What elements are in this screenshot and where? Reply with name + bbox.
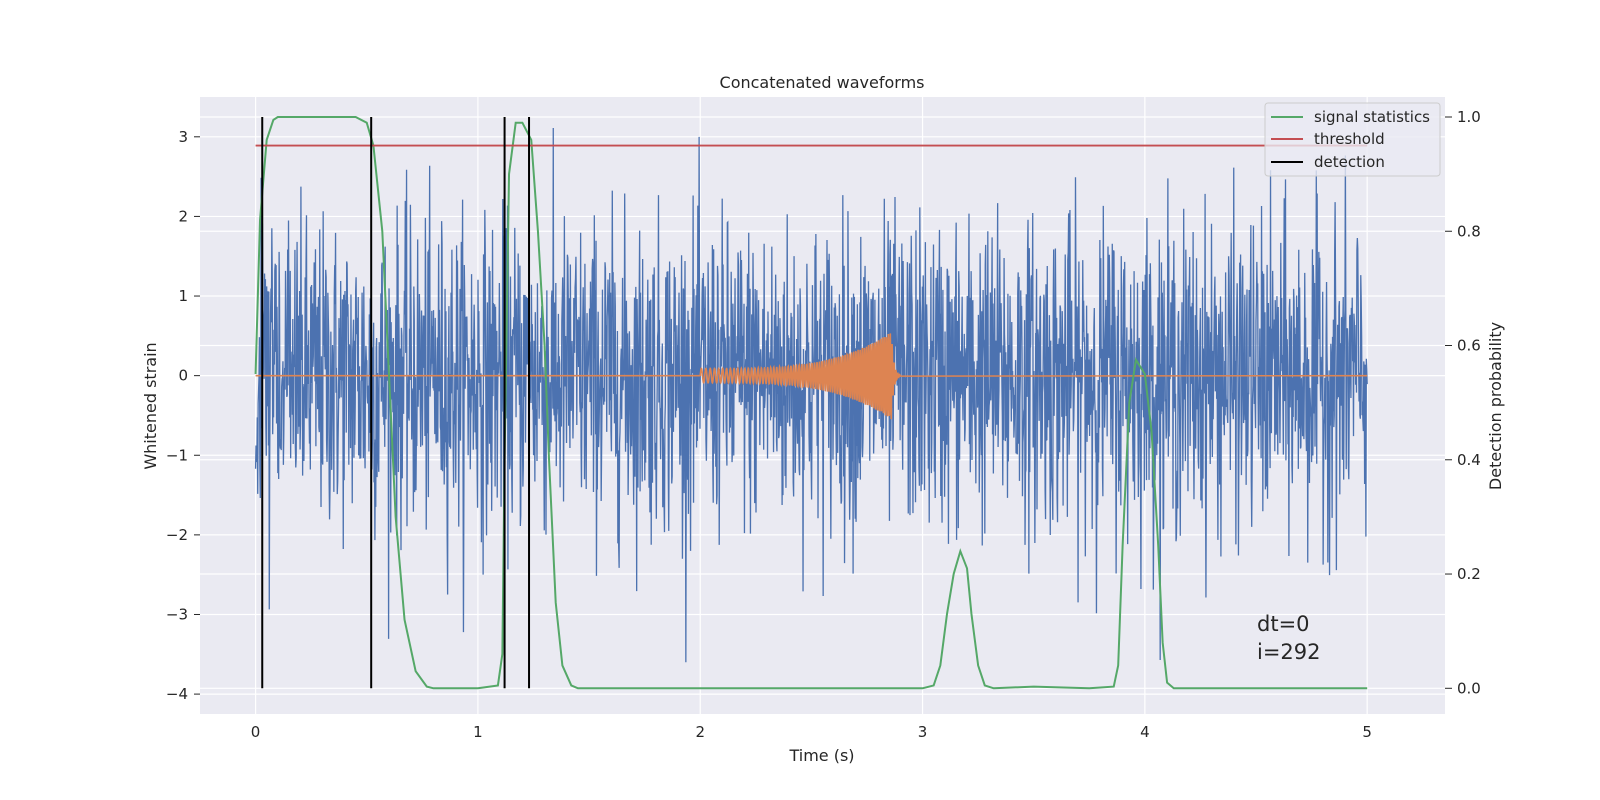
x-tick-label: 2 [695, 723, 705, 741]
x-tick-label: 5 [1362, 723, 1372, 741]
x-axis-label: Time (s) [788, 746, 854, 765]
y-tick-label-left: −2 [166, 526, 188, 544]
series-injected-waveform [255, 333, 1368, 420]
y-tick-label-left: 1 [178, 287, 188, 305]
legend: signal statistics threshold detection [1264, 102, 1441, 177]
y-tick-label-right: 1.0 [1457, 108, 1481, 126]
y-tick-label-right: 0.4 [1457, 451, 1481, 469]
legend-box [1264, 102, 1441, 177]
x-tick-label: 3 [918, 723, 928, 741]
y-axis-label-left: Whitened strain [141, 342, 160, 469]
x-tick-label: 4 [1140, 723, 1150, 741]
y-axis-label-right: Detection probability [1486, 322, 1505, 490]
y-tick-label-right: 0.0 [1457, 679, 1481, 697]
annotation-i: i=292 [1257, 640, 1321, 664]
y-axis-left-ticks: 3 2 1 0 −1 −2 −3 −4 [166, 128, 200, 703]
legend-label-signal-statistics: signal statistics [1314, 108, 1430, 126]
plot-lines [254, 116, 1368, 690]
chart-title: Concatenated waveforms [720, 73, 925, 92]
x-tick-label: 1 [473, 723, 483, 741]
y-axis-right-ticks: 1.0 0.8 0.6 0.4 0.2 0.0 [1445, 108, 1481, 697]
x-tick-label: 0 [251, 723, 261, 741]
y-tick-label-right: 0.6 [1457, 337, 1481, 355]
y-tick-label-left: 0 [178, 367, 188, 385]
y-tick-label-left: −4 [166, 685, 188, 703]
y-tick-label-right: 0.8 [1457, 222, 1481, 240]
y-tick-label-left: 3 [178, 128, 188, 146]
series-whitened-noise [254, 127, 1368, 663]
y-tick-label-left: −1 [166, 446, 188, 464]
y-tick-label-left: −3 [166, 605, 188, 623]
series-signal-statistics [254, 116, 1368, 690]
x-axis-ticks: 0 1 2 3 4 5 [251, 723, 1372, 741]
annotation-dt: dt=0 [1257, 612, 1310, 636]
legend-label-threshold: threshold [1314, 130, 1385, 148]
y-tick-label-right: 0.2 [1457, 565, 1481, 583]
y-tick-label-left: 2 [178, 207, 188, 225]
legend-label-detection: detection [1314, 153, 1385, 171]
